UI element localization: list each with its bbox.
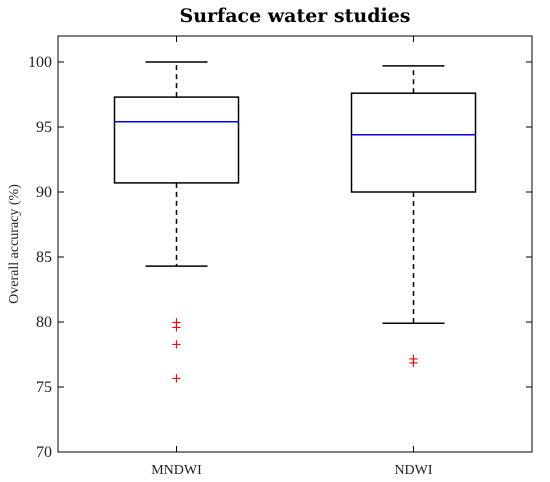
y-axis-label: Overall accuracy (%)	[7, 184, 22, 304]
y-tick-label: 70	[36, 444, 52, 461]
y-tick-label: 80	[36, 314, 52, 331]
chart-title: Surface water studies	[179, 5, 410, 27]
interquartile-box	[113, 96, 240, 184]
box-series: ++++++	[113, 61, 477, 386]
outlier-point: +	[171, 321, 182, 336]
outlier-point: +	[171, 316, 182, 331]
x-category-label: MNDWI	[151, 463, 202, 478]
y-tick-label: 75	[36, 379, 52, 396]
outlier-point: +	[408, 352, 419, 367]
x-axis: MNDWI NDWI	[151, 36, 433, 478]
outlier-point: +	[408, 356, 419, 371]
y-tick-label: 85	[36, 249, 52, 266]
y-tick-label: 90	[36, 184, 52, 201]
y-tick-label: 95	[36, 119, 52, 136]
outlier-point: +	[171, 371, 182, 386]
plot-frame	[57, 35, 533, 453]
x-category-label: NDWI	[394, 463, 432, 478]
y-axis: 70 75 80 85 90 95 100	[28, 54, 532, 461]
y-tick-label: 100	[28, 54, 52, 71]
interquartile-box	[350, 92, 477, 193]
outlier-point: +	[171, 338, 182, 353]
box-ndwi: ++	[350, 65, 477, 371]
box-mndwi: ++++	[113, 61, 240, 386]
